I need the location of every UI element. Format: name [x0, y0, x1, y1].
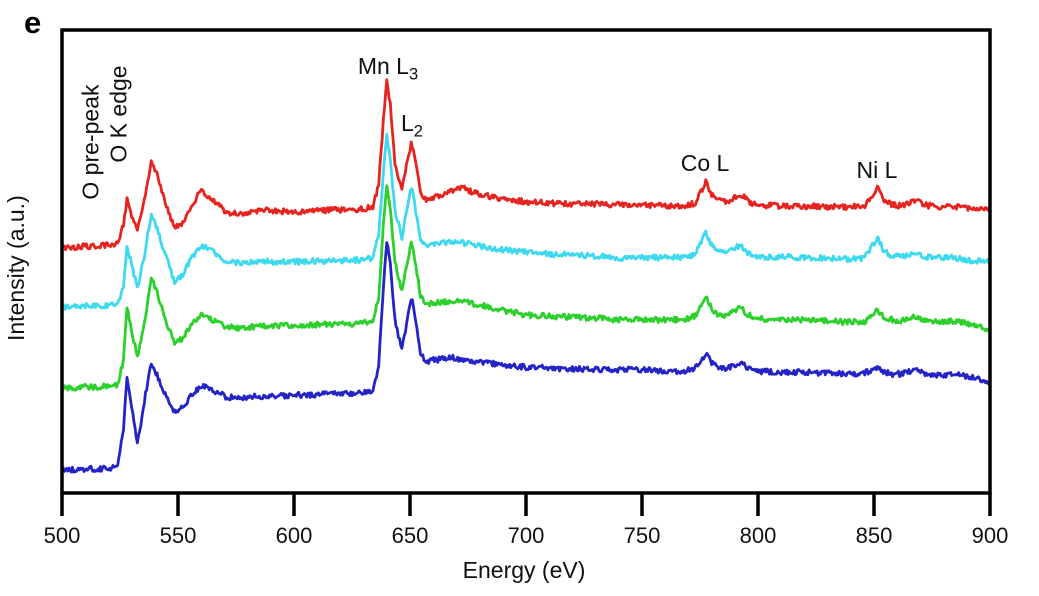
spectrum-line-spectrum-2-cyan — [60, 132, 992, 311]
annotation-sub: 2 — [413, 121, 423, 141]
x-tick-label: 800 — [739, 523, 777, 548]
plot-border — [60, 28, 992, 495]
x-tick-label: 650 — [391, 523, 429, 548]
panel-label: e — [24, 5, 42, 40]
x-tick-label: 900 — [971, 523, 1009, 548]
label-ni-l: Ni L — [857, 159, 898, 190]
annotation-text: Co L — [680, 150, 730, 176]
label-co-l: Co L — [681, 152, 730, 183]
annotation-text: O pre-peak — [77, 84, 104, 200]
annotation-text: Ni L — [856, 157, 898, 183]
label-mn-l2: L2 — [401, 112, 423, 143]
spectrum-line-spectrum-3-green — [60, 184, 992, 392]
x-tick-label: 850 — [855, 523, 893, 548]
annotation-text: Mn L — [357, 53, 409, 79]
label-mn-l3: Mn L3 — [358, 55, 418, 86]
x-axis-title: Energy (eV) — [462, 557, 586, 583]
x-tick-label: 750 — [623, 523, 661, 548]
x-tick-label: 600 — [275, 523, 313, 548]
x-tick-label: 500 — [43, 523, 81, 548]
x-tick-label: 700 — [507, 523, 545, 548]
annotation-sub: 3 — [408, 64, 419, 84]
spectrum-line-spectrum-4-bottom-blue — [60, 241, 992, 474]
annotation-text: L — [401, 110, 414, 136]
y-axis-title: Intensity (a.u.) — [3, 195, 29, 341]
spectrum-line-spectrum-1-top-red — [60, 78, 992, 252]
label-o-k-edge: O K edge — [105, 65, 138, 163]
x-tick-label: 550 — [159, 523, 197, 548]
annotation-text: O K edge — [105, 65, 132, 163]
